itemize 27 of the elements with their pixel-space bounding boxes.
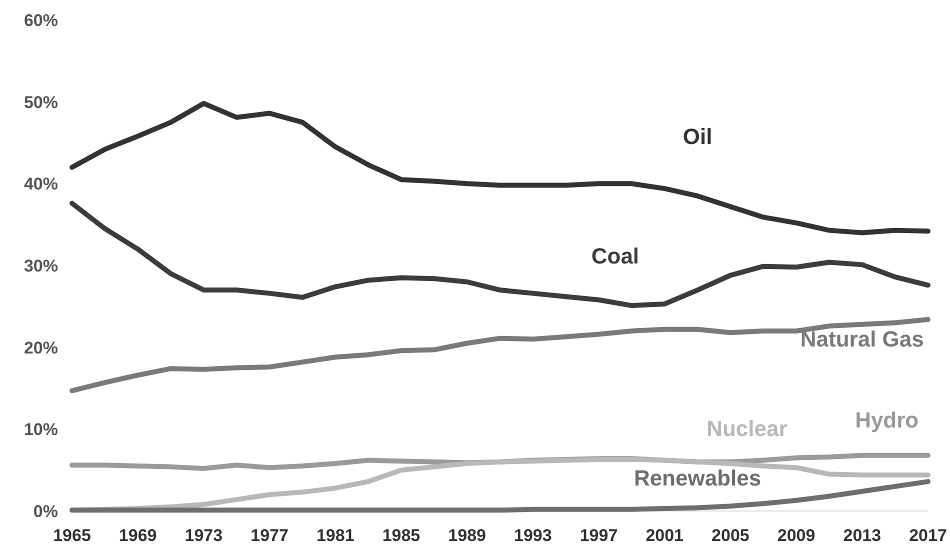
- x-tick-label: 1977: [250, 526, 288, 545]
- y-tick-label: 60%: [24, 10, 58, 30]
- x-tick-label: 2005: [712, 526, 750, 545]
- series-label: Renewables: [634, 466, 762, 491]
- x-tick-label: 1981: [316, 526, 354, 545]
- x-tick-label: 1985: [382, 526, 420, 545]
- y-tick-label: 50%: [24, 92, 58, 112]
- x-tick-label: 2001: [646, 526, 684, 545]
- y-tick-label: 20%: [24, 338, 58, 358]
- x-tick-label: 1997: [580, 526, 618, 545]
- y-tick-label: 40%: [24, 174, 58, 194]
- y-tick-label: 10%: [24, 420, 58, 440]
- series-label: Oil: [682, 124, 712, 149]
- series-label: Natural Gas: [800, 326, 924, 352]
- y-tick-label: 0%: [33, 502, 58, 521]
- x-tick-label: 2013: [843, 526, 882, 545]
- series-label: Nuclear: [706, 416, 788, 441]
- series-label: Hydro: [855, 407, 919, 432]
- series-label: Coal: [591, 244, 640, 269]
- x-tick-label: 1965: [53, 526, 91, 545]
- x-tick-label: 1973: [184, 526, 223, 545]
- x-tick-label: 2017: [909, 526, 947, 545]
- x-tick-label: 1989: [448, 526, 486, 545]
- x-tick-label: 1993: [514, 526, 552, 545]
- x-tick-label: 2009: [777, 526, 816, 545]
- y-tick-label: 30%: [24, 256, 58, 276]
- x-tick-label: 1969: [118, 526, 157, 545]
